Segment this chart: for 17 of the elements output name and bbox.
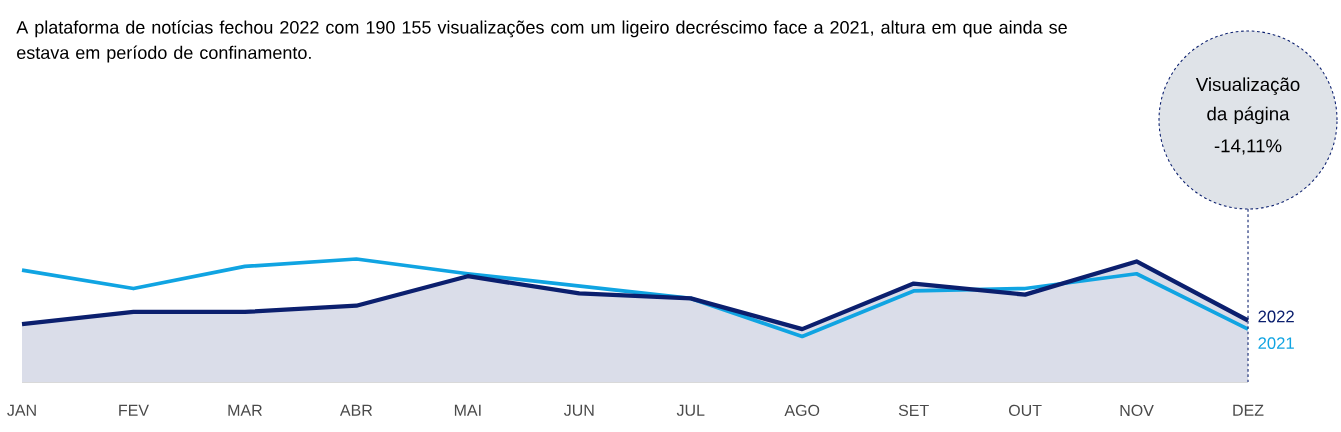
x-tick-label: AGO (784, 404, 820, 417)
x-tick-label: ABR (339, 404, 373, 416)
x-tick-label: OUT (1008, 404, 1042, 417)
text: -14,11% (1214, 139, 1282, 155)
x-tick-label: NOV (1120, 404, 1154, 417)
x-tick-label: MAR (228, 404, 262, 416)
chart-title: A plataforma de notícias fechou 2022 com 190 155 visualizações com um ligeiro decréscimo face a 2021, altura em que ainda se estava em período de confinamento. (16, 20, 1067, 63)
x-tick-label: DEZ (1233, 404, 1264, 416)
series-label: 2021 (1258, 337, 1294, 350)
x-tick-label: JAN (7, 404, 36, 416)
x-tick-label: MAI (454, 404, 481, 416)
series-label: 2022 (1258, 310, 1294, 323)
x-tick-label: JUN (563, 404, 594, 416)
x-tick-label: SET (898, 404, 929, 417)
x-tick-label: JUL (676, 404, 705, 416)
text: Visualização da página (1195, 77, 1300, 125)
x-tick-label: FEV (119, 404, 149, 416)
